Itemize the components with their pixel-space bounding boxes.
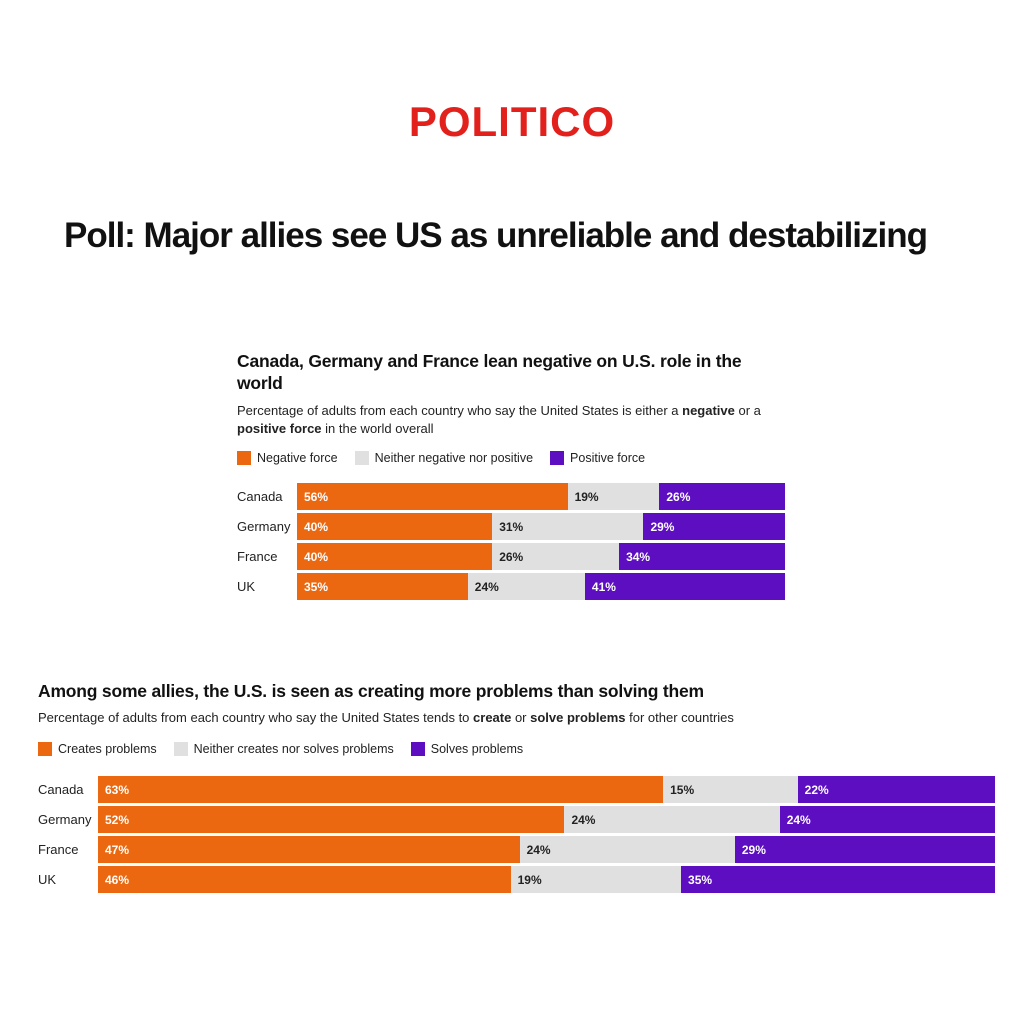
bar-segment-creates-problems: 63% xyxy=(98,776,664,803)
subtitle-text: for other countries xyxy=(625,710,734,725)
bar-row-uk: UK 46% 19% 35% xyxy=(38,866,995,893)
bar-track: 56% 19% 26% xyxy=(297,483,785,510)
bar-track: 63% 15% 22% xyxy=(98,776,995,803)
bar-segment-positive-force: 41% xyxy=(584,573,785,600)
bar-segment-solves-problems: 35% xyxy=(681,866,995,893)
bar-segment-neither-negative-nor-positive: 31% xyxy=(492,513,644,540)
legend-swatch-icon xyxy=(237,451,251,465)
subtitle-text: or a xyxy=(734,403,761,418)
bar-track: 47% 24% 29% xyxy=(98,836,995,863)
page-title: Poll: Major allies see US as unreliable … xyxy=(64,216,928,255)
bar-segment-creates-problems: 52% xyxy=(98,806,565,833)
bar-segment-negative-force: 40% xyxy=(297,543,493,570)
bar-segment-neither-negative-nor-positive: 19% xyxy=(567,483,660,510)
chart-legend: Creates problems Neither creates nor solv… xyxy=(38,742,523,756)
subtitle-text: or xyxy=(511,710,531,725)
bar-segment-negative-force: 56% xyxy=(297,483,568,510)
legend-item-solves-problems: Solves problems xyxy=(410,742,524,756)
bar-segment-neither-creates-nor-solves-problems: 24% xyxy=(564,806,780,833)
bar-track: 40% 31% 29% xyxy=(297,513,785,540)
bar-row-canada: Canada 56% 19% 26% xyxy=(237,483,785,510)
chart-subtitle: Percentage of adults from each country w… xyxy=(237,402,767,439)
bar-segment-negative-force: 35% xyxy=(297,573,468,600)
row-label: Germany xyxy=(38,812,92,827)
chart-us-role-in-world: Canada, Germany and France lean negative… xyxy=(237,350,785,610)
bar-segment-solves-problems: 22% xyxy=(797,776,995,803)
legend-swatch-icon xyxy=(410,742,425,756)
row-label: Canada xyxy=(38,782,84,797)
row-label: UK xyxy=(237,579,256,594)
subtitle-text: in the world overall xyxy=(321,421,434,437)
legend-label: Creates problems xyxy=(58,742,157,756)
legend-swatch-icon xyxy=(173,742,188,756)
legend-swatch-icon xyxy=(550,451,565,465)
legend-item-positive-force: Positive force xyxy=(550,451,645,465)
legend-label: Neither negative nor positive xyxy=(374,451,534,465)
legend-label: Neither creates nor solves problems xyxy=(193,742,394,756)
legend-item-neither-negative-nor-positive: Neither negative nor positive xyxy=(354,451,534,465)
legend-item-creates-problems: Creates problems xyxy=(38,742,157,756)
legend-item-neither-creates-nor-solves-problems: Neither creates nor solves problems xyxy=(173,742,394,756)
bar-segment-positive-force: 26% xyxy=(659,483,785,510)
bar-segment-creates-problems: 47% xyxy=(98,836,520,863)
chart-title: Canada, Germany and France lean negative… xyxy=(237,351,742,394)
legend-label: Negative force xyxy=(257,451,338,465)
bar-segment-negative-force: 40% xyxy=(297,513,493,540)
subtitle-text: Percentage of adults from each country w… xyxy=(38,710,474,725)
subtitle-text: negative xyxy=(682,403,735,418)
bar-track: 52% 24% 24% xyxy=(98,806,995,833)
bar-track: 46% 19% 35% xyxy=(98,866,995,893)
chart-us-creates-solves-problems: Among some allies, the U.S. is seen as c… xyxy=(38,680,995,905)
chart-title: Among some allies, the U.S. is seen as c… xyxy=(38,681,704,701)
bar-row-france: France 47% 24% 29% xyxy=(38,836,995,863)
bar-rows: Canada 63% 15% 22% Germany 52% 24% 24% France 47%… xyxy=(38,776,995,896)
bar-segment-solves-problems: 29% xyxy=(734,836,995,863)
legend-label: Solves problems xyxy=(430,742,524,756)
bar-segment-positive-force: 29% xyxy=(643,513,785,540)
row-label: Canada xyxy=(237,489,283,504)
row-label: Germany xyxy=(237,519,291,534)
bar-segment-positive-force: 34% xyxy=(619,543,785,570)
legend-swatch-icon xyxy=(38,742,52,756)
bar-segment-creates-problems: 46% xyxy=(98,866,511,893)
bar-row-uk: UK 35% 24% 41% xyxy=(237,573,785,600)
bar-segment-neither-creates-nor-solves-problems: 15% xyxy=(663,776,798,803)
bar-track: 40% 26% 34% xyxy=(297,543,785,570)
bar-rows: Canada 56% 19% 26% Germany 40% 31% 29% France 40%… xyxy=(237,483,785,603)
bar-segment-neither-creates-nor-solves-problems: 19% xyxy=(510,866,682,893)
politico-logo: POLITICO xyxy=(408,98,616,145)
bar-row-france: France 40% 26% 34% xyxy=(237,543,785,570)
chart-subtitle: Percentage of adults from each country w… xyxy=(38,709,995,727)
row-label: France xyxy=(38,842,79,857)
row-label: France xyxy=(237,549,278,564)
legend-label: Positive force xyxy=(570,451,646,465)
subtitle-text: positive force xyxy=(237,421,322,437)
bar-row-germany: Germany 52% 24% 24% xyxy=(38,806,995,833)
bar-segment-neither-creates-nor-solves-problems: 24% xyxy=(519,836,735,863)
row-label: UK xyxy=(38,872,57,887)
chart-legend: Negative force Neither negative nor posit… xyxy=(237,451,645,465)
bar-row-germany: Germany 40% 31% 29% xyxy=(237,513,785,540)
subtitle-text: solve problems xyxy=(530,710,626,725)
subtitle-text: Percentage of adults from each country w… xyxy=(237,403,683,418)
bar-row-canada: Canada 63% 15% 22% xyxy=(38,776,995,803)
bar-track: 35% 24% 41% xyxy=(297,573,785,600)
legend-item-negative-force: Negative force xyxy=(237,451,338,465)
bar-segment-neither-negative-nor-positive: 24% xyxy=(467,573,585,600)
subtitle-text: create xyxy=(473,710,512,725)
legend-swatch-icon xyxy=(354,451,369,465)
bar-segment-solves-problems: 24% xyxy=(779,806,995,833)
bar-segment-neither-negative-nor-positive: 26% xyxy=(492,543,620,570)
